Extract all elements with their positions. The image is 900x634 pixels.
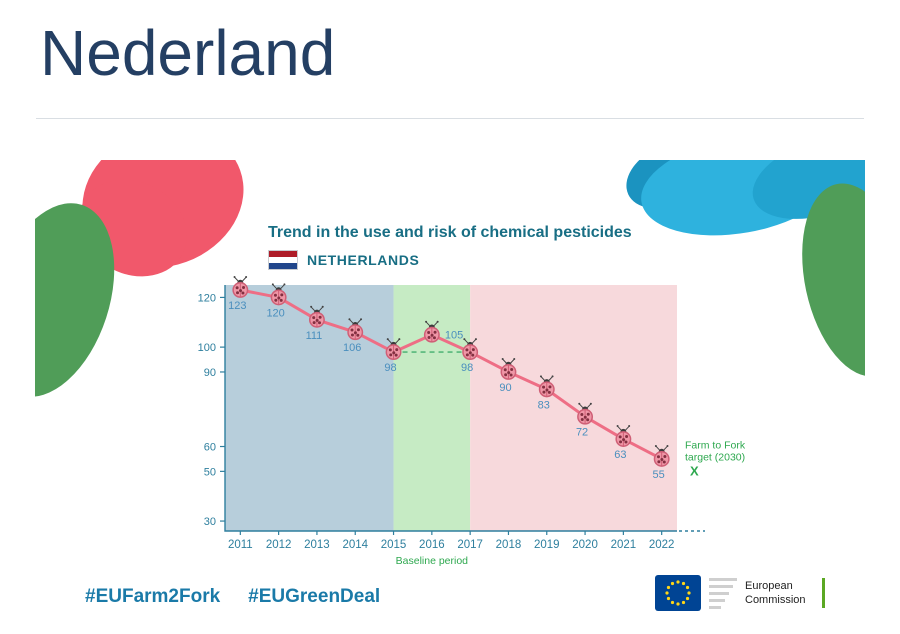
svg-text:2016: 2016 [419, 539, 445, 551]
svg-text:100: 100 [198, 342, 216, 354]
svg-text:60: 60 [204, 442, 216, 454]
svg-text:2012: 2012 [266, 539, 292, 551]
leaf-decorations [35, 160, 865, 397]
leaf-decoration-pink [79, 160, 244, 277]
svg-text:106: 106 [343, 342, 361, 354]
svg-text:Farm to Fork: Farm to Fork [685, 439, 746, 451]
svg-text:2017: 2017 [457, 539, 483, 551]
svg-text:2019: 2019 [534, 539, 560, 551]
hashtags: #EUFarm2Fork #EUGreenDeal [85, 586, 380, 608]
svg-text:90: 90 [204, 367, 216, 379]
svg-text:98: 98 [461, 362, 473, 374]
svg-text:90: 90 [499, 382, 511, 394]
svg-text:2018: 2018 [496, 539, 522, 551]
svg-text:2011: 2011 [228, 539, 253, 551]
flag-stripe-blue [269, 263, 297, 269]
svg-text:2020: 2020 [572, 539, 598, 551]
svg-text:2021: 2021 [611, 539, 637, 551]
ec-logo-text: European Commission [745, 579, 806, 608]
ec-logo: European Commission [655, 575, 825, 611]
svg-text:120: 120 [198, 292, 216, 304]
leaf-decoration-green-right [802, 183, 865, 377]
svg-text:2013: 2013 [304, 539, 330, 551]
svg-text:50: 50 [204, 466, 216, 478]
chart-title: Trend in the use and risk of chemical pe… [268, 224, 632, 241]
svg-text:X: X [690, 463, 699, 478]
leaf-decoration-green-left [35, 203, 115, 397]
green-accent-bar [821, 578, 825, 608]
title-divider [36, 118, 864, 119]
netherlands-flag [268, 250, 298, 270]
eu-flag-icon [655, 575, 701, 611]
svg-text:2014: 2014 [342, 539, 368, 551]
svg-text:Baseline period: Baseline period [396, 555, 469, 567]
ec-logo-bars-icon [709, 577, 737, 609]
country-row: NETHERLANDS [268, 250, 419, 270]
hashtag-eugreendeal: #EUGreenDeal [248, 586, 381, 607]
svg-text:120: 120 [266, 307, 284, 319]
ec-logo-line1: European [745, 579, 793, 592]
svg-text:63: 63 [614, 449, 626, 461]
svg-text:123: 123 [228, 300, 246, 312]
country-label: NETHERLANDS [307, 252, 420, 268]
svg-text:30: 30 [204, 516, 216, 528]
svg-text:2015: 2015 [381, 539, 407, 551]
svg-text:83: 83 [538, 399, 550, 411]
svg-text:55: 55 [653, 469, 665, 481]
hashtag-eufarm2fork: #EUFarm2Fork [85, 586, 221, 607]
svg-text:111: 111 [306, 330, 323, 342]
svg-text:2022: 2022 [649, 539, 675, 551]
svg-text:72: 72 [576, 427, 588, 439]
page-title: Nederland [40, 17, 336, 89]
pesticide-trend-chart: 30 50 60 90 100 120 2011 2012 2013 2014 2015 2016 20… [198, 275, 746, 567]
flag-stripe-red [269, 251, 297, 257]
chart-card: Trend in the use and risk of chemical pe… [35, 160, 865, 570]
flag-stripe-white [269, 257, 297, 263]
ec-logo-line2: Commission [745, 594, 806, 606]
svg-text:target (2030): target (2030) [685, 451, 745, 463]
svg-text:98: 98 [384, 362, 396, 374]
svg-text:105: 105 [445, 330, 463, 342]
